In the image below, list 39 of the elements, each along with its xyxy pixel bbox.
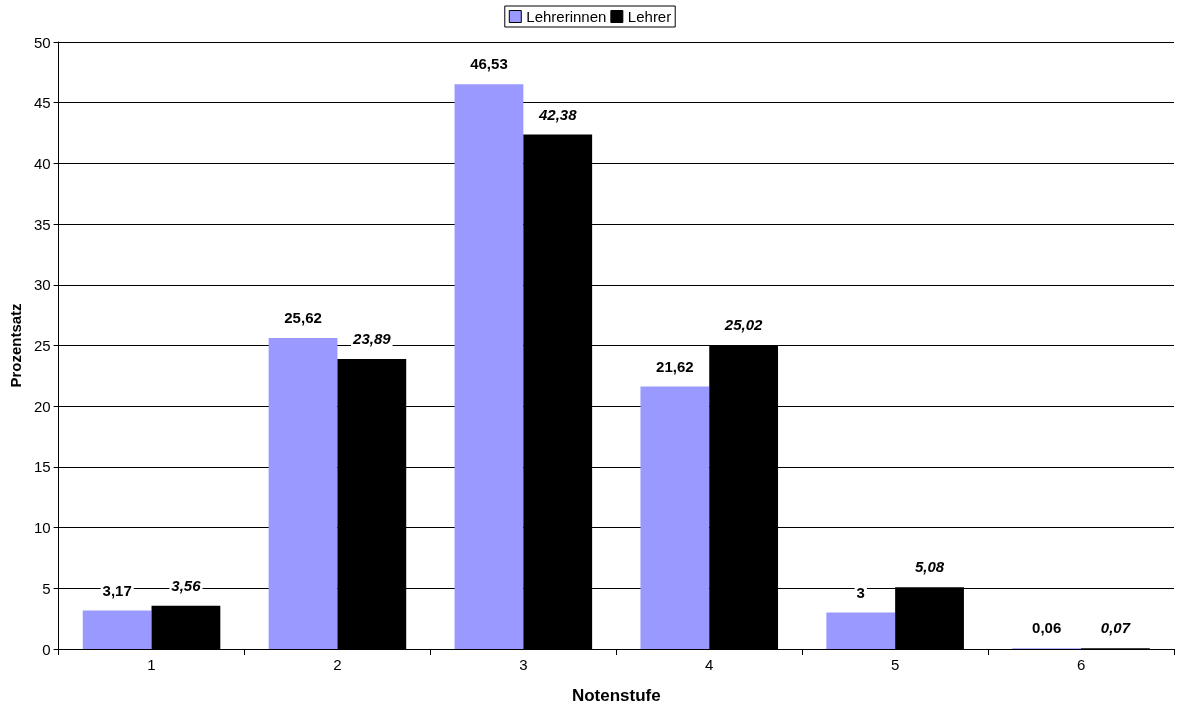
bar xyxy=(151,605,221,649)
x-tick-label: 2 xyxy=(333,656,342,673)
x-tick-label: 5 xyxy=(890,656,900,673)
data-label: 25,62 xyxy=(284,308,322,326)
x-tick-label: 6 xyxy=(1076,656,1086,673)
bar xyxy=(268,337,338,649)
data-label: 46,53 xyxy=(470,55,508,73)
y-tick-label: 50 xyxy=(33,33,51,51)
y-tick-label: 10 xyxy=(33,519,51,537)
y-tick-label: 20 xyxy=(33,397,51,415)
x-tick-label: 4 xyxy=(705,656,714,673)
x-axis-title: Notenstufe xyxy=(571,686,661,705)
bar xyxy=(454,84,524,649)
y-tick-label: 40 xyxy=(33,154,51,172)
data-label: 23,89 xyxy=(352,329,392,347)
data-label: 42,38 xyxy=(537,105,578,123)
y-tick-label: 30 xyxy=(33,276,51,294)
bar xyxy=(640,386,710,649)
y-tick-label: 0 xyxy=(42,640,51,658)
bar xyxy=(826,612,896,649)
data-label: 0,06 xyxy=(1032,619,1062,637)
x-tick-label: 1 xyxy=(147,656,156,673)
data-label: 0,07 xyxy=(1100,619,1131,637)
legend-label: Lehrerinnen xyxy=(526,8,607,25)
data-label: 3 xyxy=(856,583,865,601)
x-tick-label: 3 xyxy=(519,656,528,673)
data-label: 3,56 xyxy=(171,576,202,594)
y-tick-label: 45 xyxy=(33,94,51,112)
y-axis-title: Prozentsatz xyxy=(7,303,24,388)
data-label: 5,08 xyxy=(914,558,945,576)
bar xyxy=(82,610,152,649)
y-tick-label: 35 xyxy=(33,215,51,233)
data-label: 25,02 xyxy=(723,316,764,334)
data-label: 21,62 xyxy=(656,357,694,375)
legend-label: Lehrer xyxy=(627,8,672,25)
y-tick-label: 15 xyxy=(33,458,51,476)
y-tick-label: 5 xyxy=(42,579,51,597)
data-label: 3,17 xyxy=(102,581,132,599)
y-tick-label: 25 xyxy=(33,337,51,354)
